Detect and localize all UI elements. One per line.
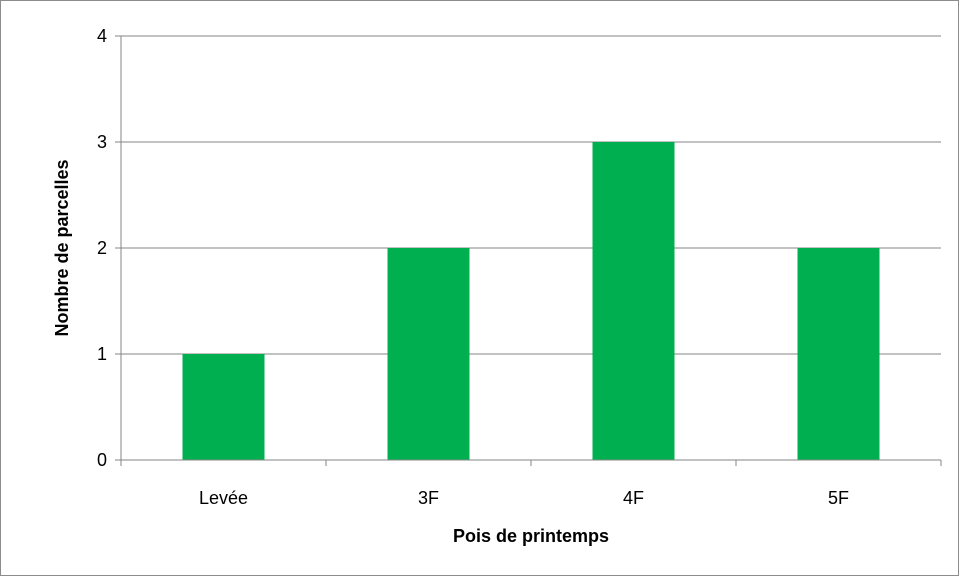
- y-tick-label-3: 3: [97, 132, 107, 152]
- y-tick-label-0: 0: [97, 450, 107, 470]
- x-tick-labels: Levée 3F 4F 5F: [199, 488, 849, 508]
- bars: [182, 142, 880, 460]
- axes: [115, 35, 942, 466]
- x-tick-label-4: 5F: [828, 488, 849, 508]
- bar-1: [182, 354, 265, 460]
- y-tick-labels: 0 1 2 3 4: [97, 26, 107, 470]
- y-tick-label-1: 1: [97, 344, 107, 364]
- y-tick-label-4: 4: [97, 26, 107, 46]
- x-tick-label-1: Levée: [199, 488, 248, 508]
- x-tick-label-2: 3F: [418, 488, 439, 508]
- x-axis-title: Pois de printemps: [453, 526, 609, 546]
- y-tick-label-2: 2: [97, 238, 107, 258]
- x-tick-label-3: 4F: [623, 488, 644, 508]
- bar-4: [797, 248, 880, 460]
- y-axis-title: Nombre de parcelles: [52, 159, 72, 336]
- bar-3: [592, 142, 675, 460]
- bar-2: [387, 248, 470, 460]
